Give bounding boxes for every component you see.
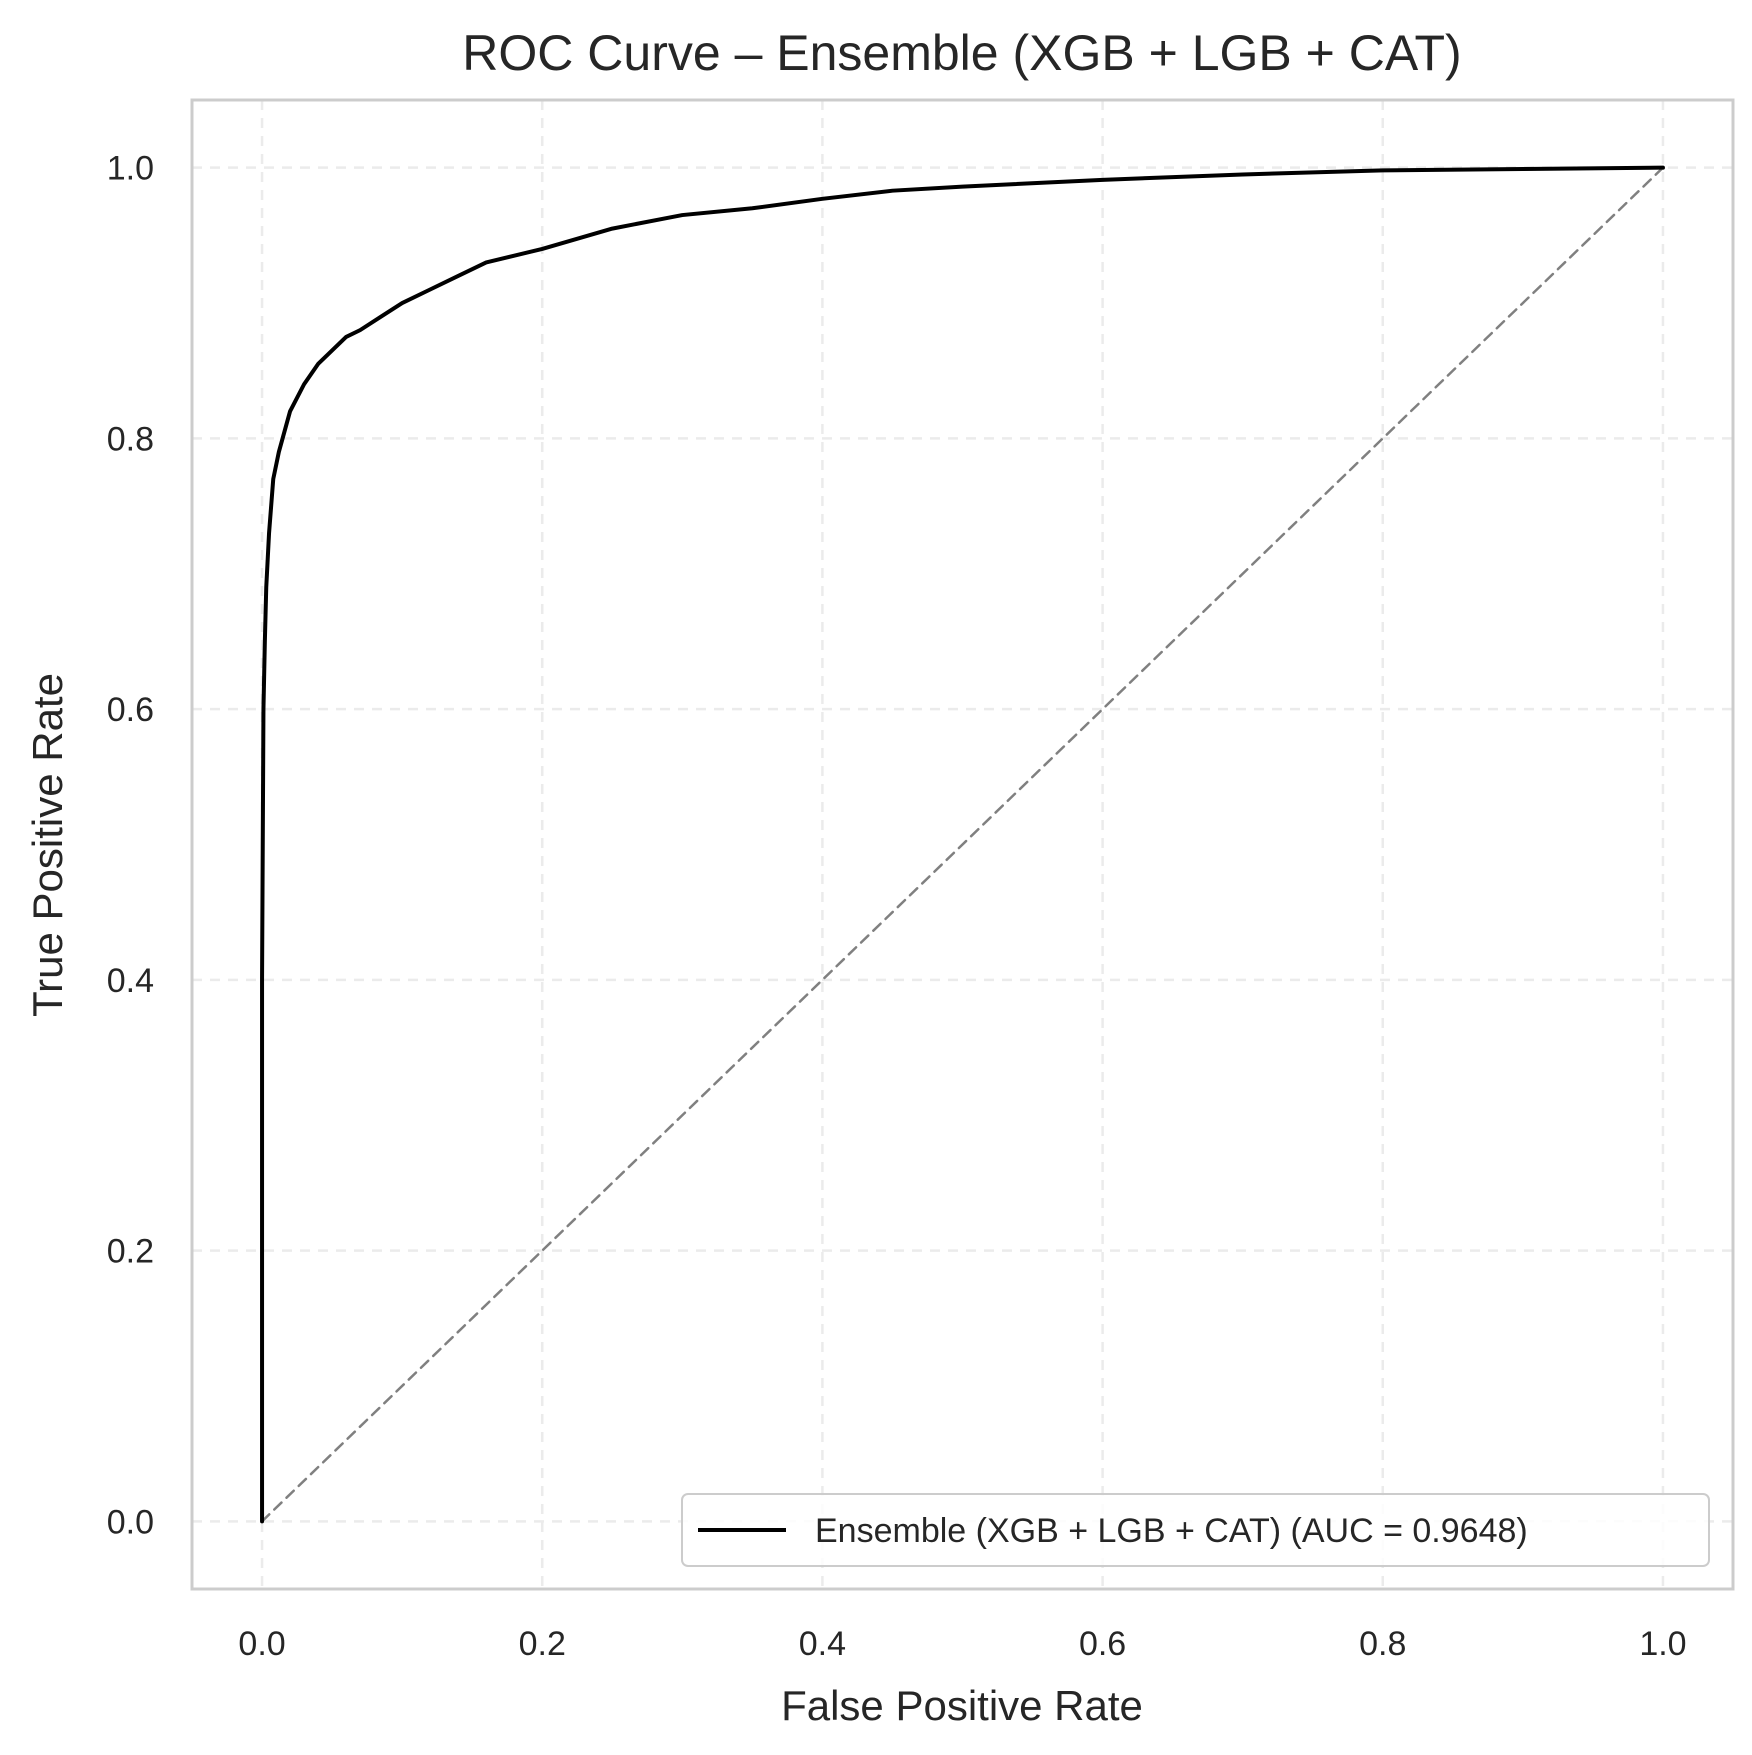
y-tick-label: 0.8 [107, 420, 154, 458]
legend-box [681, 1493, 1710, 1567]
plot-frame [190, 98, 1735, 1591]
x-tick-label: 0.6 [1079, 1625, 1126, 1663]
x-axis-label: False Positive Rate [781, 1682, 1143, 1729]
x-tick-label: 0.2 [519, 1625, 566, 1663]
y-tick-label: 0.2 [107, 1233, 154, 1271]
y-axis-label: True Positive Rate [24, 673, 71, 1017]
x-tick-label: 0.8 [1359, 1625, 1406, 1663]
chart-title: ROC Curve – Ensemble (XGB + LGB + CAT) [462, 25, 1461, 81]
x-tick-label: 0.0 [238, 1625, 285, 1663]
roc-curve-line [260, 165, 1665, 1524]
legend: Ensemble (XGB + LGB + CAT) (AUC = 0.9648… [681, 1493, 1710, 1567]
series-layer [260, 165, 1665, 1524]
chance-diagonal-line [260, 166, 1665, 1523]
legend-entry-ensemble: Ensemble (XGB + LGB + CAT) (AUC = 0.9648… [815, 1512, 1528, 1550]
x-tick-label: 1.0 [1639, 1625, 1686, 1663]
y-tick-label: 0.0 [107, 1503, 154, 1541]
y-tick-label: 0.6 [107, 691, 154, 729]
y-tick-label: 1.0 [107, 150, 154, 188]
x-tick-label: 0.4 [799, 1625, 846, 1663]
tick-layer: 0.0 0.2 0.4 0.6 0.8 1.0 0.0 0.2 0.4 0.6 0.8 1.0 [107, 150, 1687, 1663]
y-tick-label: 0.4 [107, 962, 154, 1000]
